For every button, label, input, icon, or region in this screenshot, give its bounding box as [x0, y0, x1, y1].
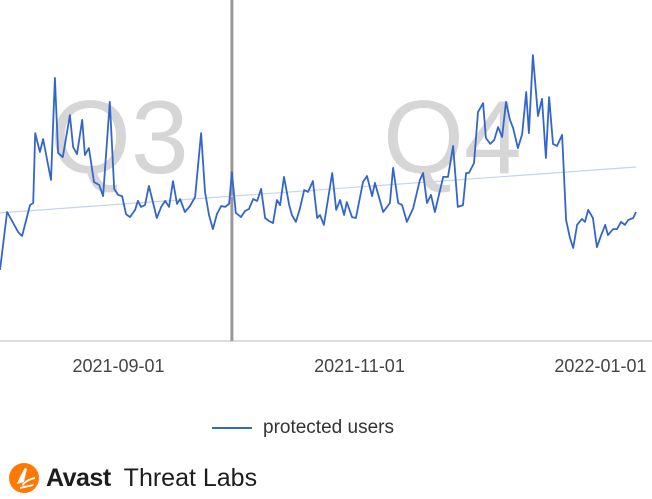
legend: protected users — [212, 417, 394, 439]
watermark-q3: Q3 — [50, 80, 189, 196]
legend-label: protected users — [263, 417, 394, 438]
x-tick-label: 2021-11-01 — [314, 356, 405, 376]
avast-logo-icon — [9, 463, 39, 493]
series-line-protected-users — [0, 54, 637, 271]
x-tick-label: 2022-01-01 — [554, 356, 646, 376]
x-tick-label: 2021-09-01 — [72, 356, 164, 376]
line-chart: Q3 Q4 2021-09-01 2021-11-01 2022-01-01 — [0, 0, 652, 376]
brand-name: Avast — [46, 463, 111, 492]
avast-threat-labs-logo: Avast Threat Labs — [8, 462, 257, 494]
legend-swatch — [212, 427, 252, 429]
watermark-q4: Q4 — [383, 80, 522, 196]
trend-line — [0, 166, 637, 214]
brand-subtitle: Threat Labs — [123, 463, 258, 492]
